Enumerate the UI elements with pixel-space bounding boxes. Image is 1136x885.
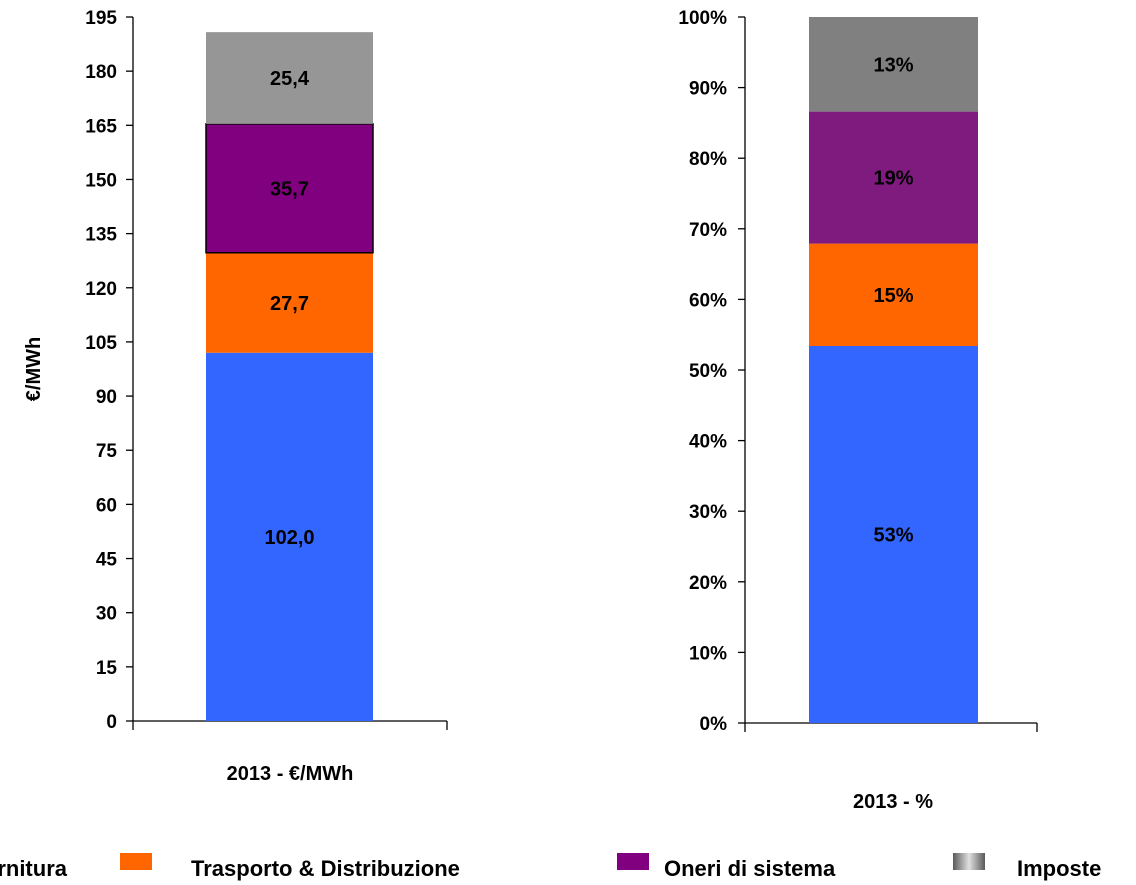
y-tick-label: 45	[96, 550, 118, 571]
legend-swatch	[953, 853, 985, 870]
legend-item-trasporto: Trasporto & Distribuzione	[120, 853, 460, 881]
y-tick-label: 15	[96, 658, 118, 679]
y-tick-label: 0	[106, 712, 117, 733]
legend-label: Fornitura	[0, 856, 68, 881]
legend-item-oneri: Oneri di sistema	[617, 853, 836, 881]
data-label: 102,0	[264, 527, 314, 549]
legend-swatch	[617, 853, 649, 870]
legend-swatch	[120, 853, 152, 870]
y-tick-label: 75	[96, 441, 118, 462]
data-label: 25,4	[270, 68, 310, 90]
y-tick-label: 50%	[689, 361, 727, 382]
legend-item-imposte: Imposte	[953, 853, 1101, 881]
legend: Fornitura Trasporto & Distribuzione Oner…	[0, 853, 1101, 881]
bar-segment	[205, 123, 374, 254]
bar-segment	[206, 252, 373, 353]
legend-item-fornitura: Fornitura	[0, 856, 68, 881]
y-tick-label: 150	[85, 170, 117, 191]
data-label: 15%	[873, 285, 913, 307]
y-tick-label: 10%	[689, 643, 727, 664]
data-label: 53%	[873, 524, 913, 546]
bar-segment	[206, 352, 373, 721]
stacked-bar: 102,0 27,7 35,7 25,4	[205, 32, 374, 721]
y-tick-label: 80%	[689, 149, 727, 170]
y-tick-label: 135	[85, 225, 117, 246]
y-tick-label: 30	[96, 604, 117, 625]
y-tick-label: 100%	[678, 8, 727, 29]
y-axis-ticks: 0 15 30 45 60 75 90 105 120 135 150 165 180 195	[85, 8, 133, 733]
legend-label: Oneri di sistema	[664, 856, 836, 881]
y-tick-label: 120	[85, 279, 117, 300]
bar-segment	[206, 32, 373, 124]
y-axis-title: €/MWh	[23, 337, 45, 401]
y-tick-label: 90%	[689, 79, 727, 100]
category-label: 2013 - %	[853, 791, 933, 813]
y-tick-label: 30%	[689, 502, 727, 523]
y-axis-ticks: 0% 10% 20% 30% 40% 50% 60% 70% 80% 90% 100%	[678, 8, 745, 735]
y-tick-label: 165	[85, 116, 117, 137]
data-label: 27,7	[270, 293, 309, 315]
data-label: 35,7	[270, 178, 309, 200]
chart-right: 0% 10% 20% 30% 40% 50% 60% 70% 80% 90% 100% 53% 15%…	[678, 8, 1038, 813]
category-label: 2013 - €/MWh	[227, 763, 354, 785]
data-label: 13%	[873, 54, 913, 76]
y-tick-label: 0%	[700, 714, 728, 735]
y-tick-label: 90	[96, 387, 117, 408]
bar-segment	[809, 243, 978, 346]
y-tick-label: 70%	[689, 220, 727, 241]
y-tick-label: 195	[85, 8, 117, 29]
data-label: 19%	[873, 168, 913, 190]
bar-segment	[809, 111, 978, 244]
bar-segment	[809, 17, 978, 112]
legend-label: Trasporto & Distribuzione	[191, 856, 460, 881]
y-tick-label: 105	[85, 333, 117, 354]
y-tick-label: 180	[85, 62, 117, 83]
y-tick-label: 40%	[689, 432, 727, 453]
legend-label: Imposte	[1017, 856, 1101, 881]
bar-segment	[809, 345, 978, 723]
chart-left: €/MWh 0 15 30 45 60 75 90 105 120 135 150 165 180 195…	[23, 8, 448, 785]
y-tick-label: 20%	[689, 573, 727, 594]
y-tick-label: 60	[96, 495, 117, 516]
stacked-bar: 53% 15% 19% 13%	[809, 17, 978, 723]
y-tick-label: 60%	[689, 290, 727, 311]
